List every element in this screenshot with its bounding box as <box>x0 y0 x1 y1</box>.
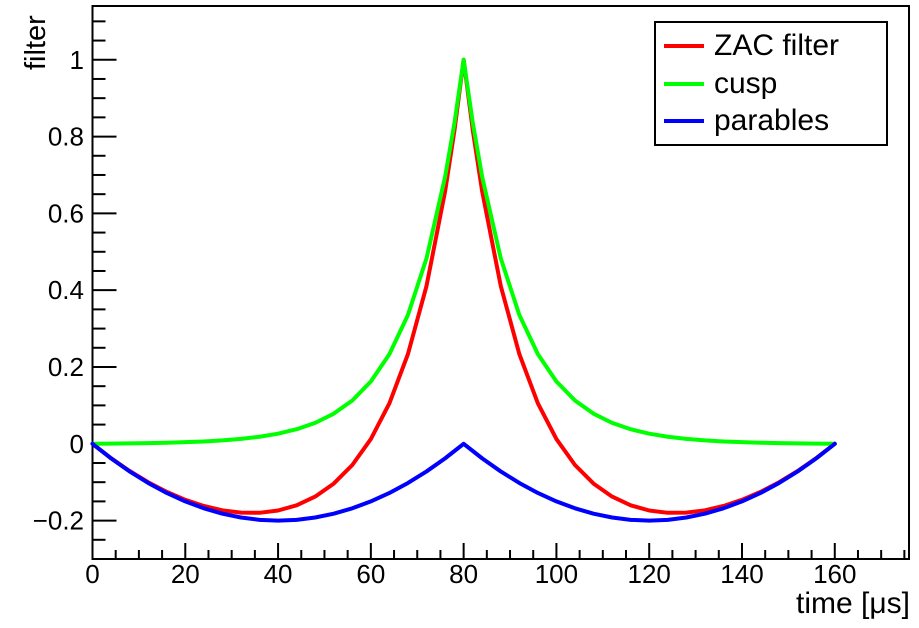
y-axis-title: filter <box>20 15 52 70</box>
legend-label-zac-filter: ZAC filter <box>714 28 840 62</box>
x-tick-label: 40 <box>264 559 293 589</box>
legend-entry-cusp: cusp <box>664 66 886 100</box>
legend: ZAC filter cusp parables <box>654 21 888 146</box>
x-tick-label: 0 <box>85 559 99 589</box>
x-tick-label: 60 <box>356 559 385 589</box>
axes-layer: 0 20 40 60 80 100 120 140 160−0.200.20.40.60.81 <box>33 5 910 589</box>
x-tick-label: 100 <box>535 559 578 589</box>
legend-entry-parables: parables <box>664 106 886 136</box>
series-layer <box>90 57 837 523</box>
legend-line-sample-parables <box>664 119 704 124</box>
x-axis-title: time [μs] <box>796 587 910 620</box>
x-tick-label: 80 <box>449 559 478 589</box>
legend-entry-zac-filter: ZAC filter <box>664 28 886 62</box>
plot-frame <box>91 5 910 560</box>
legend-line-sample-cusp <box>664 81 704 86</box>
x-tick-label: 120 <box>628 559 671 589</box>
y-tick-label: 0.2 <box>48 352 84 382</box>
curve-parables <box>90 441 837 523</box>
y-tick-label: 0.8 <box>48 122 84 152</box>
y-tick-label: 0.6 <box>48 198 84 228</box>
y-tick-label: 1 <box>70 45 84 75</box>
x-tick-label: 140 <box>720 559 763 589</box>
y-tick-label: 0.4 <box>48 275 84 305</box>
x-tick-label: 20 <box>171 559 200 589</box>
legend-label-cusp: cusp <box>714 66 778 100</box>
legend-line-sample-zac-filter <box>664 43 704 48</box>
x-tick-label: 160 <box>813 559 856 589</box>
y-tick-label: 0 <box>70 429 84 459</box>
y-tick-label: −0.2 <box>33 506 84 536</box>
legend-label-parables: parables <box>714 104 830 138</box>
curve-cusp <box>90 57 837 446</box>
